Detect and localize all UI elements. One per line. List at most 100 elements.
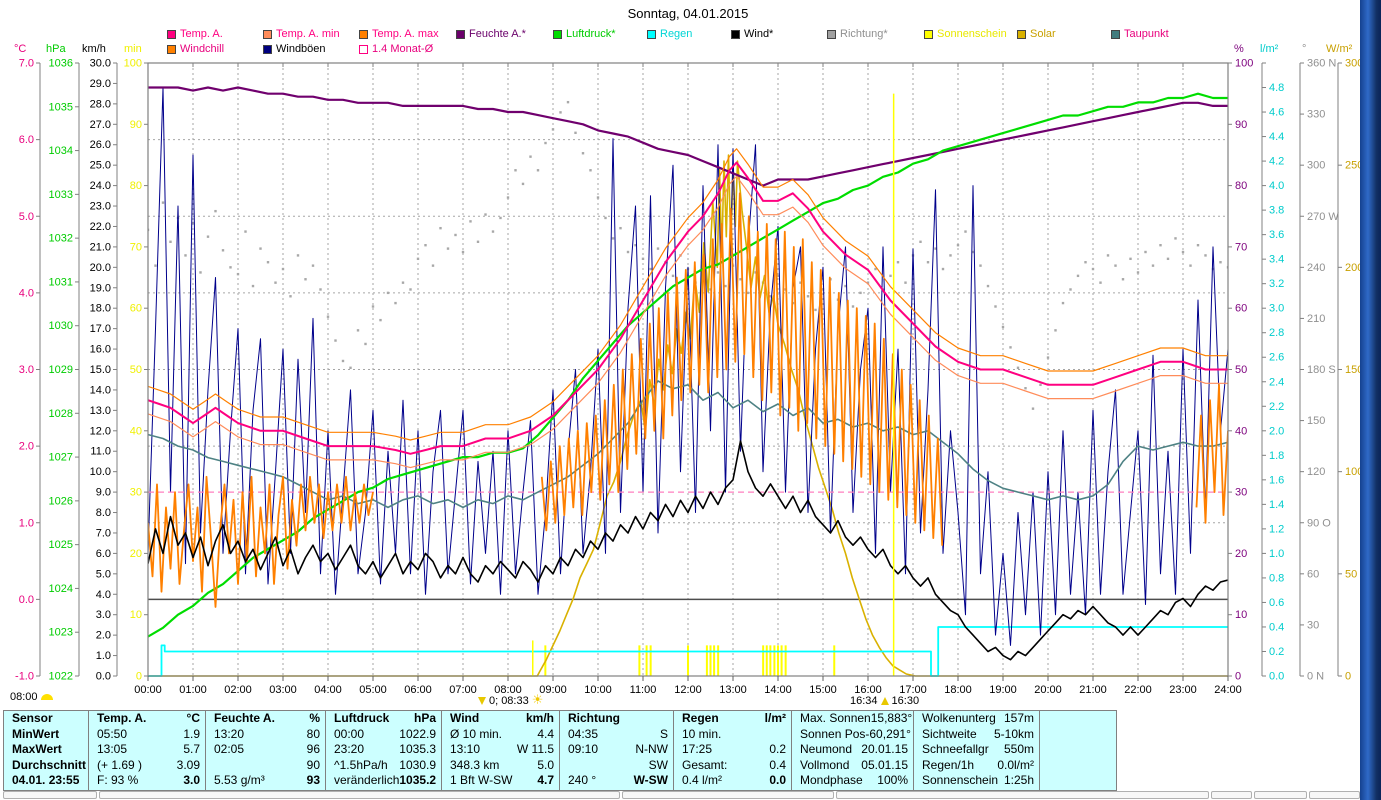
table-row: F: 93 % 3.0	[89, 773, 205, 789]
svg-text:0.0: 0.0	[96, 671, 111, 683]
legend-swatch	[359, 44, 368, 54]
svg-text:°C: °C	[14, 43, 26, 55]
svg-text:1032: 1032	[49, 233, 73, 245]
svg-text:05:00: 05:00	[359, 684, 387, 696]
svg-text:1030: 1030	[49, 320, 73, 332]
svg-text:14.0: 14.0	[90, 384, 111, 396]
svg-text:1035: 1035	[49, 101, 73, 113]
table-row: 240 ° W-SW	[560, 773, 673, 789]
table-cell: 1035.2	[399, 773, 437, 788]
svg-text:1.0: 1.0	[96, 650, 111, 662]
svg-text:04:00: 04:00	[314, 684, 342, 696]
svg-text:23.0: 23.0	[90, 201, 111, 213]
table-cell: Sonnen Pos	[800, 726, 866, 741]
table-cell: 02:05	[214, 742, 245, 757]
table-cell: 348.3 km	[450, 757, 500, 772]
table-cell: 5.7	[183, 742, 200, 757]
svg-text:19.0: 19.0	[90, 282, 111, 294]
svg-text:24.0: 24.0	[90, 180, 111, 192]
svg-text:1.6: 1.6	[1269, 474, 1284, 486]
table-cell: SW	[648, 757, 668, 772]
chart-title: Sonntag, 04.01.2015	[627, 6, 749, 21]
table-row	[1040, 727, 1116, 743]
table-cell: 100%	[877, 773, 908, 788]
svg-text:min: min	[124, 43, 142, 55]
svg-text:5.0: 5.0	[96, 568, 111, 580]
legend-label: Windböen	[276, 43, 326, 55]
svg-text:60: 60	[1235, 303, 1247, 315]
svg-text:1034: 1034	[49, 145, 73, 157]
legend-swatch	[647, 29, 656, 39]
table-row	[1040, 711, 1116, 727]
svg-text:21:00: 21:00	[1079, 684, 1107, 696]
svg-text:4.0: 4.0	[96, 589, 111, 601]
table-row: Sonnen Pos -60,291°	[792, 727, 913, 743]
svg-text:180 S: 180 S	[1307, 364, 1336, 376]
svg-text:11.0: 11.0	[90, 446, 111, 458]
svg-text:210: 210	[1307, 313, 1325, 325]
table-cell: S	[659, 726, 668, 741]
table-cell	[1045, 711, 1048, 727]
moonset-annotation: 08:00	[10, 691, 53, 703]
legend-item: Richtung*	[827, 28, 888, 40]
table-cell: Regen	[682, 711, 719, 725]
svg-text:1.0: 1.0	[1269, 548, 1284, 560]
svg-text:40: 40	[1235, 425, 1247, 437]
table-cell: Richtung	[568, 711, 620, 725]
svg-text:22:00: 22:00	[1124, 684, 1152, 696]
svg-text:90: 90	[130, 119, 142, 131]
svg-text:70: 70	[130, 241, 142, 253]
svg-text:11:00: 11:00	[630, 684, 657, 696]
svg-text:20:00: 20:00	[1034, 684, 1062, 696]
annotation-text: 08:33	[501, 695, 529, 707]
svg-text:1.0: 1.0	[19, 517, 34, 529]
legend-item: Luftdruck*	[553, 28, 616, 40]
svg-text:100: 100	[1345, 466, 1363, 478]
svg-text:-1.0: -1.0	[15, 671, 34, 683]
svg-text:1.8: 1.8	[1269, 450, 1284, 462]
legend-swatch	[731, 29, 740, 39]
svg-text:40: 40	[130, 425, 142, 437]
arrow-up-icon	[880, 697, 889, 705]
table-cell: 157m	[1003, 711, 1034, 725]
table-cell: 04.01. 23:55	[12, 773, 80, 788]
table-cell: 13:05	[97, 742, 128, 757]
svg-text:l/m²: l/m²	[1260, 43, 1279, 55]
svg-text:90 O: 90 O	[1307, 517, 1331, 529]
svg-text:20.0: 20.0	[90, 262, 111, 274]
legend-label: Temp. A. min	[276, 28, 340, 40]
table-cell: Regen/1h	[922, 757, 975, 772]
legend-swatch	[827, 29, 836, 39]
table-cell: Ø 10 min.	[450, 726, 503, 741]
svg-text:1.4: 1.4	[1269, 499, 1284, 511]
svg-text:28.0: 28.0	[90, 98, 111, 110]
table-cell: Schneefallgr	[922, 742, 989, 757]
table-cell: Temp. A.	[97, 711, 147, 725]
moon-icon	[40, 694, 53, 700]
table-cell: 17:25	[682, 742, 713, 757]
table-cell: MinWert	[12, 726, 60, 741]
legend-label: Temp. A.	[180, 28, 223, 40]
svg-text:20: 20	[1235, 548, 1247, 560]
svg-text:2.0: 2.0	[1269, 425, 1284, 437]
svg-text:26.0: 26.0	[90, 139, 111, 151]
svg-text:1033: 1033	[49, 189, 73, 201]
svg-text:30: 30	[130, 487, 142, 499]
svg-text:21.0: 21.0	[90, 241, 111, 253]
svg-text:12:00: 12:00	[674, 684, 702, 696]
table-cell: °C	[186, 711, 200, 725]
status-bar	[0, 791, 1360, 800]
table-cell	[211, 758, 214, 774]
table-cell: Max. Sonnen	[800, 711, 871, 725]
statusbar-segment	[99, 791, 620, 799]
svg-text:15.0: 15.0	[90, 364, 111, 376]
svg-text:1029: 1029	[49, 364, 73, 376]
svg-text:0.0: 0.0	[19, 594, 34, 606]
annotation-text: 0;	[489, 695, 499, 707]
svg-text:1036: 1036	[49, 58, 73, 70]
table-row: Wolkenunterg 157m	[914, 711, 1039, 727]
svg-text:%: %	[1234, 43, 1244, 55]
table-cell	[1045, 758, 1048, 774]
table-cell: W 11.5	[516, 742, 554, 757]
table-column: Sensor MinWert MaxWert Durchschnitt 04.01. 2…	[4, 711, 89, 790]
